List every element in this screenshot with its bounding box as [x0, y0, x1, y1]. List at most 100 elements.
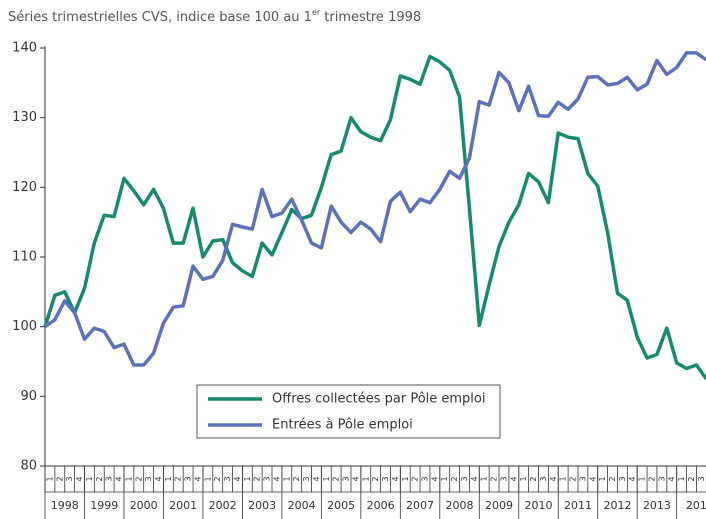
x-tick-label: 1 — [322, 476, 331, 481]
year-label: 2005 — [327, 499, 355, 512]
x-tick-label: 3 — [657, 476, 666, 481]
y-tick-label: 100 — [12, 319, 37, 334]
x-tick-label: 1 — [598, 476, 607, 481]
x-tick-label: 1 — [203, 476, 212, 481]
x-tick-label: 3 — [578, 476, 587, 481]
x-tick-label: 2 — [450, 476, 459, 481]
title-part: trimestre 1998 — [320, 10, 421, 25]
x-tick-label: 2 — [253, 476, 262, 481]
x-tick-label: 1 — [124, 476, 133, 481]
title-part: Séries trimestrielles CVS, indice base 1… — [8, 10, 312, 25]
x-tick-label: 3 — [420, 476, 429, 481]
x-tick-label: 4 — [509, 476, 518, 481]
x-tick-label: 1 — [401, 476, 410, 481]
x-tick-label: 1 — [559, 476, 568, 481]
x-tick-label: 1 — [519, 476, 528, 481]
year-label: 1998 — [51, 499, 79, 512]
y-tick-label: 120 — [12, 180, 37, 195]
x-tick-label: 4 — [312, 476, 321, 481]
x-tick-label: 1 — [638, 476, 647, 481]
year-label: 2013 — [643, 499, 671, 512]
x-tick-label: 2 — [134, 476, 143, 481]
x-tick-label: 4 — [272, 476, 281, 481]
x-tick-label: 2 — [95, 476, 104, 481]
year-label: 2002 — [209, 499, 237, 512]
year-label: 2004 — [288, 499, 316, 512]
x-tick-label: 3 — [539, 476, 548, 481]
x-tick-label: 1 — [85, 476, 94, 481]
year-label: 2010 — [525, 499, 553, 512]
x-tick-label: 2 — [569, 476, 578, 481]
x-tick-label: 2 — [529, 476, 538, 481]
x-tick-label: 1 — [45, 476, 54, 481]
x-tick-label: 2 — [411, 476, 420, 481]
x-tick-label: 2 — [608, 476, 617, 481]
x-tick-label: 1 — [361, 476, 370, 481]
x-tick-label: 3 — [499, 476, 508, 481]
year-label: 2006 — [367, 499, 395, 512]
x-tick-label: 2 — [213, 476, 222, 481]
y-tick-label: 140 — [12, 41, 37, 56]
x-tick-label: 4 — [430, 476, 439, 481]
x-tick-label: 4 — [667, 476, 676, 481]
x-tick-label: 4 — [154, 476, 163, 481]
x-tick-label: 1 — [164, 476, 173, 481]
y-tick-label: 90 — [20, 389, 37, 404]
year-label: 2011 — [564, 499, 592, 512]
x-tick-label: 4 — [588, 476, 597, 481]
x-tick-label: 4 — [391, 476, 400, 481]
x-tick-label: 1 — [440, 476, 449, 481]
year-label: 2008 — [446, 499, 474, 512]
x-tick-label: 3 — [263, 476, 272, 481]
x-tick-label: 2 — [174, 476, 183, 481]
x-tick-label: 3 — [302, 476, 311, 481]
x-tick-label: 1 — [480, 476, 489, 481]
year-label: 2007 — [406, 499, 434, 512]
legend-box — [196, 384, 501, 439]
year-label: 2012 — [603, 499, 631, 512]
x-tick-label: 4 — [193, 476, 202, 481]
x-tick-label: 4 — [628, 476, 637, 481]
x-tick-label: 2 — [292, 476, 301, 481]
x-tick-label: 2 — [371, 476, 380, 481]
chart-title: Séries trimestrielles CVS, indice base 1… — [8, 8, 421, 25]
series-line — [43, 51, 706, 367]
x-tick-label: 1 — [243, 476, 252, 481]
year-label: 201 — [686, 499, 706, 512]
x-tick-label: 3 — [381, 476, 390, 481]
x-tick-label: 3 — [223, 476, 232, 481]
x-tick-label: 3 — [697, 476, 706, 481]
x-tick-label: 2 — [490, 476, 499, 481]
x-tick-label: 4 — [351, 476, 360, 481]
legend-label: Entrées à Pôle emploi — [272, 418, 413, 433]
x-tick-label: 2 — [648, 476, 657, 481]
year-label: 2003 — [248, 499, 276, 512]
x-tick-label: 3 — [618, 476, 627, 481]
x-tick-label: 1 — [282, 476, 291, 481]
y-tick-label: 110 — [12, 250, 37, 265]
x-tick-label: 4 — [549, 476, 558, 481]
x-tick-label: 2 — [55, 476, 64, 481]
year-label: 1999 — [90, 499, 118, 512]
year-label: 2009 — [485, 499, 513, 512]
year-label: 2001 — [169, 499, 197, 512]
series-line — [43, 54, 706, 380]
y-tick-label: 130 — [12, 110, 37, 125]
title-sup: er — [312, 8, 321, 17]
x-tick-label: 3 — [105, 476, 114, 481]
x-tick-label: 2 — [687, 476, 696, 481]
x-tick-label: 4 — [115, 476, 124, 481]
y-tick-label: 80 — [20, 459, 37, 474]
x-tick-label: 3 — [65, 476, 74, 481]
x-tick-label: 4 — [75, 476, 84, 481]
year-label: 2000 — [130, 499, 158, 512]
x-tick-label: 4 — [470, 476, 479, 481]
x-tick-label: 3 — [342, 476, 351, 481]
x-tick-label: 4 — [233, 476, 242, 481]
x-tick-label: 3 — [144, 476, 153, 481]
x-tick-label: 1 — [677, 476, 686, 481]
x-tick-label: 2 — [332, 476, 341, 481]
x-tick-label: 3 — [460, 476, 469, 481]
